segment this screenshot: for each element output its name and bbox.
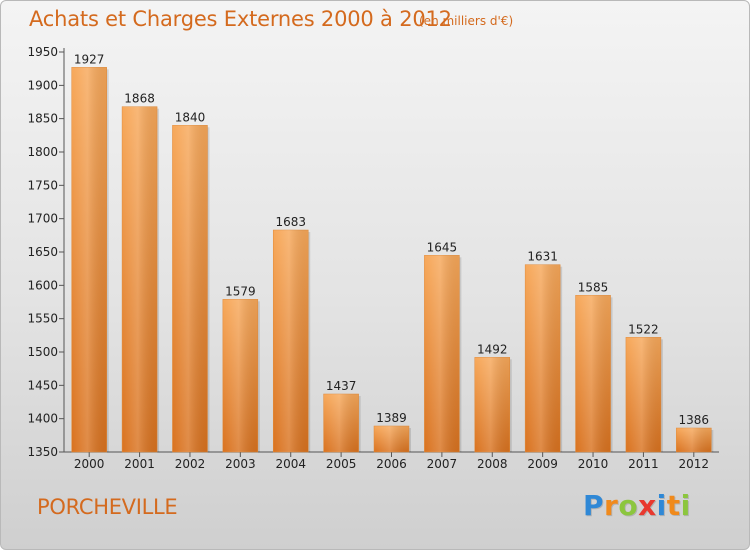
- y-tick-label: 1350: [27, 445, 58, 459]
- bar-highlight: [676, 428, 712, 452]
- y-tick-label: 1950: [27, 45, 58, 59]
- bar-value-label: 1389: [376, 411, 407, 425]
- y-tick-label: 1400: [27, 412, 58, 426]
- x-tick-label: 2006: [376, 457, 407, 471]
- x-tick-label: 2008: [477, 457, 508, 471]
- bar-highlight: [625, 337, 661, 452]
- chart-title: Achats et Charges Externes 2000 à 2012: [29, 7, 452, 31]
- y-tick-label: 1900: [27, 78, 58, 92]
- bar-highlight: [575, 295, 611, 452]
- bar-highlight: [525, 264, 561, 452]
- y-tick-label: 1600: [27, 278, 58, 292]
- bar-value-label: 1585: [578, 280, 609, 294]
- y-tick-label: 1450: [27, 378, 58, 392]
- bar-value-label: 1927: [74, 52, 105, 66]
- proxiti-logo: Proxiti: [583, 489, 691, 522]
- x-tick-label: 2010: [578, 457, 609, 471]
- x-tick-label: 2003: [225, 457, 256, 471]
- bar-value-label: 1631: [527, 250, 558, 264]
- bar-highlight: [122, 106, 158, 453]
- y-tick-label: 1800: [27, 145, 58, 159]
- x-tick-label: 2011: [628, 457, 659, 471]
- bar-highlight: [323, 394, 359, 452]
- bar-highlight: [273, 230, 309, 452]
- y-tick-label: 1550: [27, 312, 58, 326]
- bar-highlight: [424, 255, 460, 452]
- bar-value-label: 1492: [477, 342, 508, 356]
- bar-value-label: 1579: [225, 284, 256, 298]
- y-tick-label: 1700: [27, 212, 58, 226]
- x-tick-label: 2005: [326, 457, 357, 471]
- bar-value-label: 1522: [628, 322, 659, 336]
- x-tick-label: 2007: [427, 457, 458, 471]
- x-tick-label: 2012: [679, 457, 710, 471]
- bars: [71, 67, 714, 453]
- bar-value-label: 1386: [679, 413, 710, 427]
- x-tick-label: 2001: [124, 457, 155, 471]
- y-tick-label: 1850: [27, 112, 58, 126]
- bar-highlight: [374, 426, 409, 452]
- bar-highlight: [222, 299, 258, 452]
- y-tick-label: 1500: [27, 345, 58, 359]
- bar-value-label: 1437: [326, 379, 357, 393]
- bar-highlight: [71, 67, 107, 452]
- bar-highlight: [172, 125, 208, 452]
- y-tick-label: 1650: [27, 245, 58, 259]
- x-tick-label: 2002: [175, 457, 206, 471]
- bar-value-label: 1645: [427, 240, 458, 254]
- bar-value-label: 1868: [124, 92, 155, 106]
- bar-value-label: 1683: [275, 215, 306, 229]
- town-name: PORCHEVILLE: [37, 495, 178, 519]
- y-tick-label: 1750: [27, 178, 58, 192]
- data-labels: 1927 1868 1840 1579 1683 1437 1389 1645 1492 1631…: [74, 52, 709, 427]
- x-tick-label: 2000: [74, 457, 105, 471]
- x-tick-label: 2004: [275, 457, 306, 471]
- chart-unit: (en milliers d'€): [419, 14, 514, 28]
- x-tick-label: 2009: [527, 457, 558, 471]
- axes: 1350 1400 1450 1500 1550 1600 1650 1700 1750 1800…: [27, 45, 719, 471]
- bar-value-label: 1840: [175, 110, 206, 124]
- bar-highlight: [474, 357, 510, 452]
